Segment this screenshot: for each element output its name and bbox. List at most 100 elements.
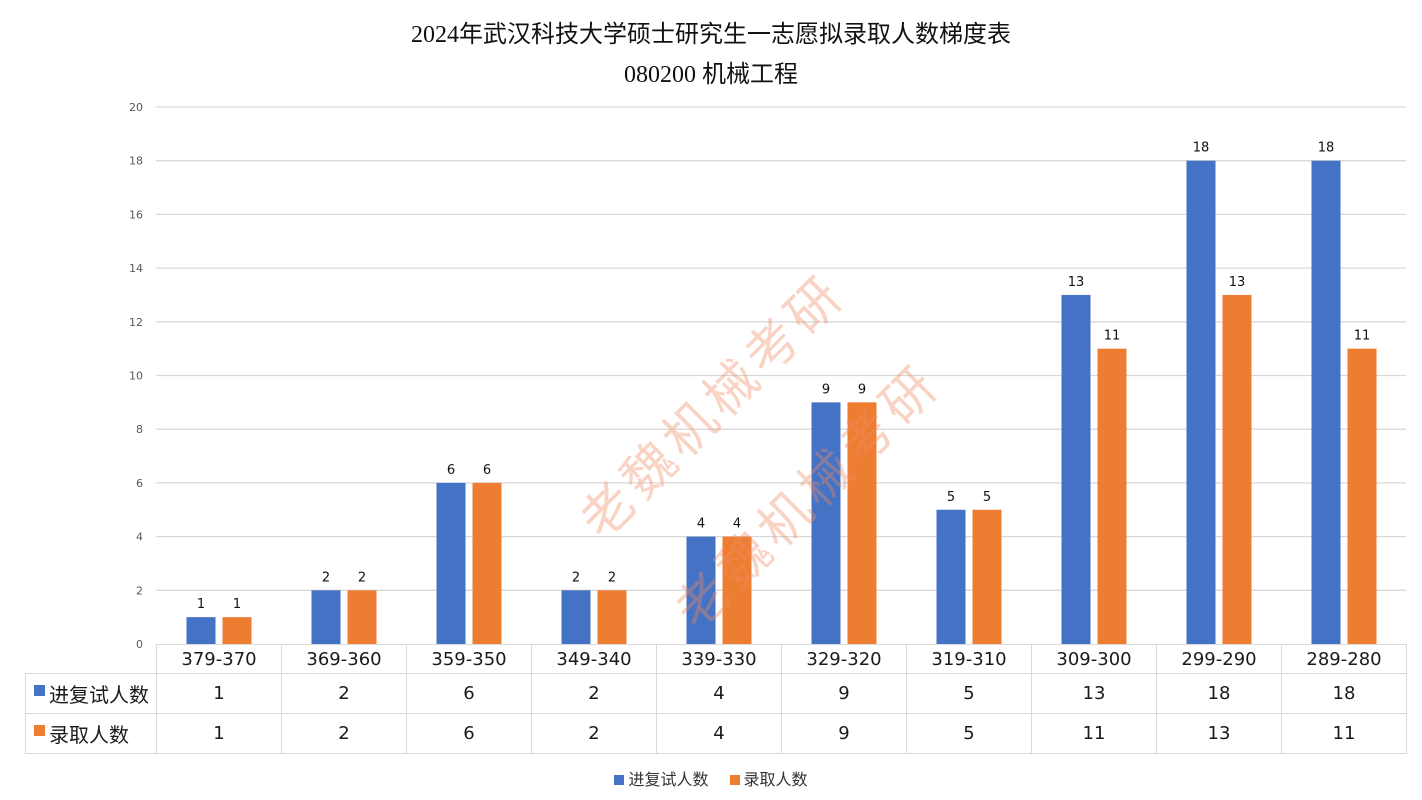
y-tick-label: 4 xyxy=(136,531,143,544)
table-cell: 1 xyxy=(156,673,282,714)
bar-2[interactable] xyxy=(597,590,627,644)
y-tick-label: 20 xyxy=(129,101,143,114)
bar-2[interactable] xyxy=(222,617,252,644)
bar-value-label: 2 xyxy=(572,570,580,585)
bar-value-label: 11 xyxy=(1104,329,1121,344)
category-header: 299-290 xyxy=(1156,644,1282,674)
bar-2[interactable] xyxy=(847,402,877,644)
row-label-series2: 录取人数 xyxy=(25,713,157,754)
table-cell: 6 xyxy=(406,673,532,714)
category-header: 319-310 xyxy=(906,644,1032,674)
table-cell: 5 xyxy=(906,713,1032,754)
bar-2[interactable] xyxy=(722,536,752,644)
bar-1[interactable] xyxy=(811,402,841,644)
category-header: 369-360 xyxy=(281,644,407,674)
bar-value-label: 5 xyxy=(947,490,955,505)
bar-value-label: 4 xyxy=(697,517,705,532)
bar-value-label: 4 xyxy=(733,517,741,532)
category-header: 339-330 xyxy=(656,644,782,674)
bar-1[interactable] xyxy=(561,590,591,644)
table-cell: 13 xyxy=(1156,713,1282,754)
table-cell: 13 xyxy=(1031,673,1157,714)
bar-value-label: 9 xyxy=(858,382,866,397)
table-cell: 4 xyxy=(656,713,782,754)
bar-1[interactable] xyxy=(311,590,341,644)
table-row-series1: 进复试人数 1 2 6 2 4 9 5 13 18 18 xyxy=(25,673,1407,714)
bar-value-label: 6 xyxy=(483,463,491,478)
bar-2[interactable] xyxy=(347,590,377,644)
chart-subtitle: 080200 机械工程 xyxy=(624,62,798,88)
y-axis-ticks: 0 2 4 6 8 10 12 14 16 18 20 xyxy=(129,101,143,651)
row-label-text: 进复试人数 xyxy=(49,683,149,707)
y-tick-label: 8 xyxy=(136,423,143,436)
bar-2[interactable] xyxy=(472,482,502,644)
data-table: 379-370 369-360 359-350 349-340 339-330 329-3… xyxy=(25,644,1407,754)
bar-value-label: 2 xyxy=(322,570,330,585)
bar-1[interactable] xyxy=(1061,294,1091,644)
gridlines xyxy=(156,106,1406,591)
table-row-series2: 录取人数 1 2 6 2 4 9 5 11 13 11 xyxy=(25,713,1407,754)
table-header-row: 379-370 369-360 359-350 349-340 339-330 329-3… xyxy=(26,644,1407,674)
bar-value-label: 18 xyxy=(1318,141,1335,156)
bar-value-label: 5 xyxy=(983,490,991,505)
bar-value-label: 2 xyxy=(358,570,366,585)
bar-value-label: 18 xyxy=(1193,141,1210,156)
y-tick-label: 2 xyxy=(136,584,143,597)
bar-1[interactable] xyxy=(686,536,716,644)
category-header: 349-340 xyxy=(531,644,657,674)
bar-value-label: 1 xyxy=(233,597,241,612)
y-tick-label: 0 xyxy=(136,638,143,651)
bar-value-label: 13 xyxy=(1229,275,1246,290)
bar-value-label: 11 xyxy=(1354,329,1371,344)
bar-1[interactable] xyxy=(936,509,966,644)
table-cell: 6 xyxy=(406,713,532,754)
bar-2[interactable] xyxy=(972,509,1002,644)
chart-title: 2024年武汉科技大学硕士研究生一志愿拟录取人数梯度表 xyxy=(411,22,1011,48)
bar-value-label: 13 xyxy=(1068,275,1085,290)
table-cell: 5 xyxy=(906,673,1032,714)
table-cell: 11 xyxy=(1031,713,1157,754)
bar-2[interactable] xyxy=(1347,348,1377,644)
series1-swatch-icon xyxy=(614,775,625,785)
y-tick-label: 18 xyxy=(129,155,143,168)
table-corner xyxy=(26,645,157,674)
series1-key-icon xyxy=(34,685,45,696)
category-header: 309-300 xyxy=(1031,644,1157,674)
table-cell: 2 xyxy=(531,673,657,714)
category-header: 329-320 xyxy=(781,644,907,674)
category-header: 379-370 xyxy=(156,644,282,674)
row-label-series1: 进复试人数 xyxy=(25,673,157,714)
y-tick-label: 12 xyxy=(129,316,143,329)
series2-key-icon xyxy=(34,725,45,736)
bar-2[interactable] xyxy=(1097,348,1127,644)
series2-swatch-icon xyxy=(729,775,740,785)
table-cell: 2 xyxy=(281,673,407,714)
bar-1[interactable] xyxy=(436,482,466,644)
legend-item-series1[interactable]: 进复试人数 xyxy=(614,766,708,790)
legend-item-series2[interactable]: 录取人数 xyxy=(729,766,808,790)
table-cell: 9 xyxy=(781,713,907,754)
legend-label: 录取人数 xyxy=(743,770,808,789)
y-tick-label: 16 xyxy=(129,208,143,221)
legend: 进复试人数 录取人数 xyxy=(0,766,1422,790)
bars xyxy=(186,160,1377,644)
category-header: 359-350 xyxy=(406,644,532,674)
table-cell: 9 xyxy=(781,673,907,714)
table-cell: 11 xyxy=(1281,713,1407,754)
table-cell: 18 xyxy=(1156,673,1282,714)
y-tick-label: 6 xyxy=(136,477,143,490)
table-cell: 4 xyxy=(656,673,782,714)
y-tick-label: 14 xyxy=(129,262,143,275)
table-cell: 18 xyxy=(1281,673,1407,714)
row-label-text: 录取人数 xyxy=(49,723,129,747)
bar-1[interactable] xyxy=(186,617,216,644)
table-cell: 2 xyxy=(281,713,407,754)
table-cell: 1 xyxy=(156,713,282,754)
bar-1[interactable] xyxy=(1311,160,1341,644)
bar-2[interactable] xyxy=(1222,294,1252,644)
bar-value-label: 2 xyxy=(608,570,616,585)
bar-1[interactable] xyxy=(1186,160,1216,644)
bar-value-label: 9 xyxy=(822,382,830,397)
